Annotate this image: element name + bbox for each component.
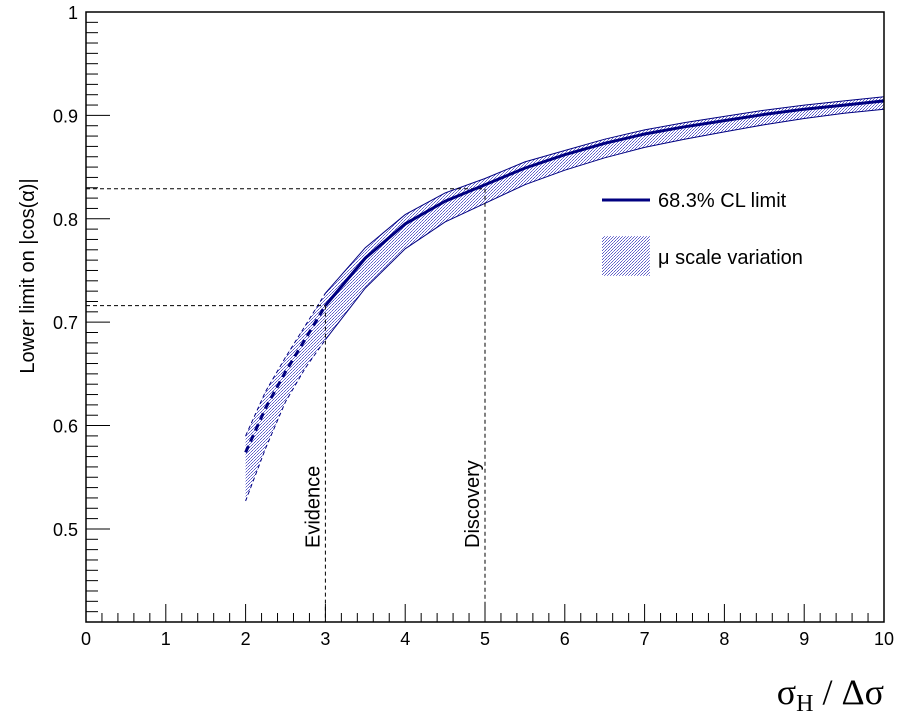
series-line-dashed (244, 304, 327, 454)
x-axis-title-sub: H (796, 691, 813, 717)
annotation-discovery: Discovery (462, 460, 484, 548)
band-upper-edge-solid (325, 96, 885, 294)
legend-label-band: μ scale variation (658, 247, 803, 269)
x-tick-label: 10 (874, 629, 894, 649)
band-lower-edge-solid (325, 108, 885, 341)
legend-band-swatch (602, 236, 650, 276)
x-axis-title-main: σ (777, 672, 796, 712)
band-fill (245, 96, 885, 502)
x-tick-label: 7 (640, 629, 650, 649)
x-tick-label: 3 (320, 629, 330, 649)
x-tick-label: 0 (81, 629, 91, 649)
x-axis-title-rest: / Δσ (813, 672, 884, 712)
x-tick-label: 9 (799, 629, 809, 649)
y-tick-label: 1 (68, 3, 78, 23)
y-axis-title: Lower limit on |cos(α)| (17, 178, 39, 373)
series-line-solid (324, 99, 885, 307)
band-lower-edge-dashed (245, 339, 326, 502)
x-axis-title: σH / Δσ (777, 672, 884, 717)
annotation-evidence: Evidence (302, 466, 324, 548)
y-tick-label: 0.8 (53, 210, 78, 230)
legend-label-limit: 68.3% CL limit (658, 190, 787, 212)
x-tick-label: 8 (719, 629, 729, 649)
x-tick-label: 2 (241, 629, 251, 649)
y-tick-label: 0.5 (53, 520, 78, 540)
x-tick-label: 6 (560, 629, 570, 649)
x-tick-label: 5 (480, 629, 490, 649)
y-tick-label: 0.7 (53, 313, 78, 333)
y-tick-label: 0.9 (53, 106, 78, 126)
y-tick-label: 0.6 (53, 417, 78, 437)
legend: 68.3% CL limit μ scale variation (602, 190, 803, 276)
x-tick-label: 1 (161, 629, 171, 649)
x-tick-label: 4 (400, 629, 410, 649)
